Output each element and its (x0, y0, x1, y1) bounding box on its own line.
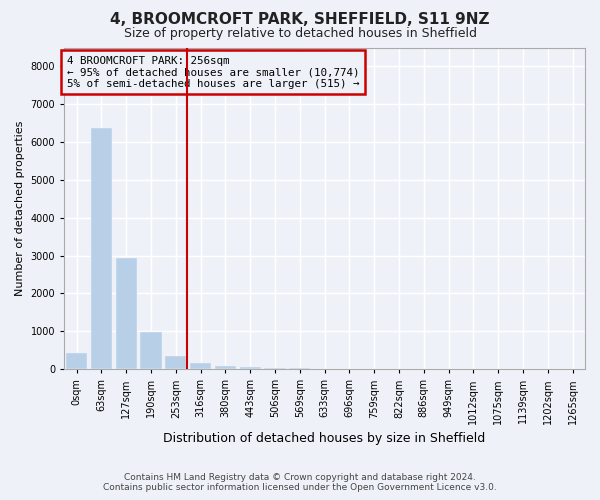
Bar (265, 368, 286, 369)
Bar (165, 356, 187, 369)
Bar (66, 353, 87, 369)
Text: Size of property relative to detached houses in Sheffield: Size of property relative to detached ho… (124, 28, 476, 40)
Bar (190, 364, 211, 369)
Bar (289, 368, 310, 369)
Bar (116, 258, 137, 369)
Text: Contains HM Land Registry data © Crown copyright and database right 2024.
Contai: Contains HM Land Registry data © Crown c… (103, 473, 497, 492)
Bar (140, 332, 161, 369)
Bar (215, 366, 236, 369)
Y-axis label: Number of detached properties: Number of detached properties (15, 120, 25, 296)
X-axis label: Distribution of detached houses by size in Sheffield: Distribution of detached houses by size … (163, 432, 486, 445)
Text: 4 BROOMCROFT PARK: 256sqm
← 95% of detached houses are smaller (10,774)
5% of se: 4 BROOMCROFT PARK: 256sqm ← 95% of detac… (67, 56, 359, 88)
Bar (91, 128, 112, 369)
Bar (239, 368, 261, 369)
Text: 4, BROOMCROFT PARK, SHEFFIELD, S11 9NZ: 4, BROOMCROFT PARK, SHEFFIELD, S11 9NZ (110, 12, 490, 28)
